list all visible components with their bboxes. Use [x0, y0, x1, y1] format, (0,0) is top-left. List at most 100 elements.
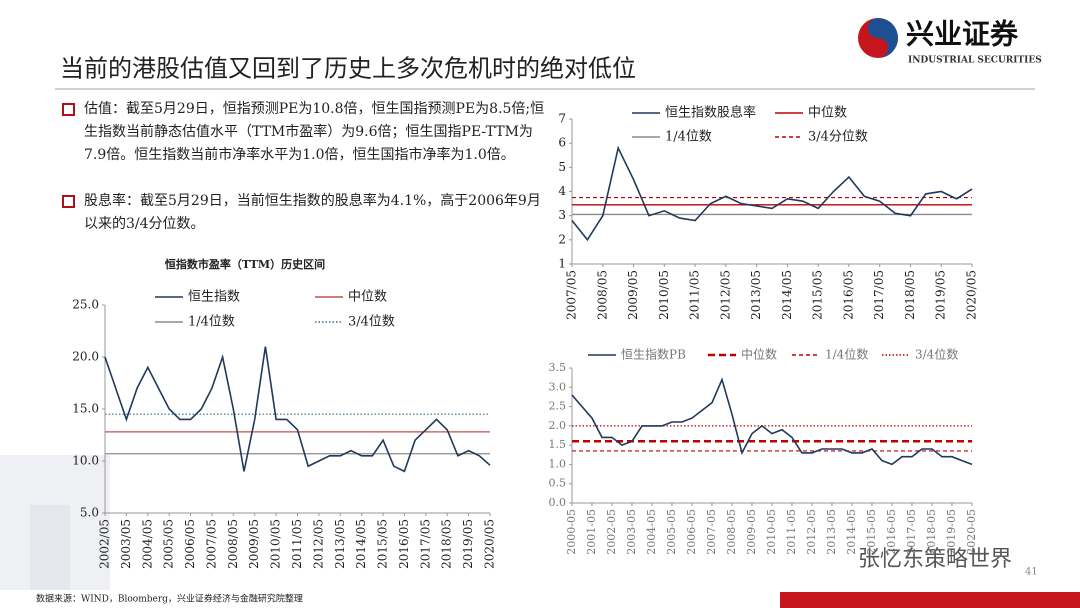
x-tick-label: 2009-05 [745, 509, 758, 555]
x-tick-label: 2001-05 [585, 509, 598, 555]
x-tick-label: 2004/05 [140, 519, 154, 569]
legend-label: 恒生指数 [188, 290, 240, 305]
y-tick-label: 2.0 [549, 419, 567, 432]
source-note: 数据来源：WIND，Bloomberg，兴业证券经济与金融研究院整理 [36, 593, 303, 605]
slide-title: 当前的港股估值又回到了历史上多次危机时的绝对低位 [60, 55, 636, 83]
x-tick-label: 2010/05 [657, 270, 671, 320]
y-tick-label: 2.5 [549, 400, 567, 413]
y-tick-label: 10.0 [72, 454, 99, 468]
y-tick-label: 1 [558, 257, 566, 271]
x-tick-label: 2012-05 [805, 509, 818, 555]
legend-label: 3/4分位数 [808, 130, 868, 145]
x-tick-label: 2014-05 [845, 509, 858, 555]
x-tick-label: 2015-05 [865, 509, 878, 555]
chart-title: 恒指数市盈率（TTM）历史区间 [165, 257, 325, 271]
x-tick-label: 2009/05 [247, 519, 261, 569]
x-tick-label: 2011/05 [688, 270, 702, 320]
logo-mark [868, 18, 898, 58]
y-tick-label: 0.5 [549, 477, 567, 490]
x-tick-label: 2020/05 [965, 270, 979, 320]
x-tick-label: 2012/05 [718, 270, 732, 320]
y-tick-label: 25.0 [72, 298, 99, 312]
x-tick-label: 2017/05 [418, 519, 432, 569]
x-tick-label: 2016/05 [397, 519, 411, 569]
x-tick-label: 2007/05 [204, 519, 218, 569]
logo-name: 兴业证券 [906, 18, 1019, 51]
watermark: 张忆东策略世界 [858, 547, 1012, 572]
series-line [571, 377, 973, 466]
page-number: 41 [1025, 567, 1038, 578]
y-tick-label: 3 [558, 208, 566, 222]
x-tick-label: 2018/05 [903, 270, 917, 320]
y-tick-label: 6 [558, 136, 566, 150]
legend-label: 1/4位数 [665, 130, 712, 145]
x-tick-label: 2017/05 [872, 270, 886, 320]
x-tick-label: 2020-05 [965, 509, 978, 555]
y-tick-label: 5.0 [80, 506, 99, 520]
x-tick-label: 2020/05 [483, 519, 497, 569]
y-tick-label: 0.0 [549, 496, 567, 509]
legend-label: 1/4位数 [188, 315, 235, 330]
logo-english: INDUSTRIAL SECURITIES [908, 56, 1042, 66]
x-tick-label: 2010-05 [765, 509, 778, 555]
legend-label: 3/4位数 [915, 347, 958, 362]
bullet: 股息率：截至5月29日，当前恒生指数的股息率为4.1%，高于2006年9月以来的… [62, 190, 554, 236]
y-tick-label: 3.5 [549, 361, 567, 374]
x-tick-label: 2017-05 [905, 509, 918, 555]
series-line [104, 346, 491, 473]
x-tick-label: 2002-05 [605, 509, 618, 555]
x-tick-label: 2006/05 [183, 519, 197, 569]
legend-label: 中位数 [741, 347, 777, 362]
x-tick-label: 2016-05 [885, 509, 898, 555]
x-tick-label: 2015/05 [811, 270, 825, 320]
x-tick-label: 2003-05 [625, 509, 638, 555]
y-tick-label: 1.0 [549, 457, 567, 470]
x-tick-label: 2008/05 [595, 270, 609, 320]
y-tick-label: 1.5 [549, 438, 567, 451]
x-tick-label: 2007/05 [565, 270, 579, 320]
bullet: 估值：截至5月29日，恒指预测PE为10.8倍，恒生国指预测PE为8.5倍;恒生… [62, 98, 554, 167]
y-tick-label: 20.0 [72, 350, 99, 364]
legend-label: 1/4位数 [825, 347, 868, 362]
series-line [571, 145, 973, 242]
y-tick-label: 3.0 [549, 380, 567, 393]
x-tick-label: 2018-05 [925, 509, 938, 555]
x-tick-label: 2008-05 [725, 509, 738, 555]
x-tick-label: 2011/05 [290, 519, 304, 569]
legend-label: 中位数 [808, 106, 847, 121]
y-tick-label: 4 [558, 184, 566, 198]
y-tick-label: 7 [558, 112, 566, 126]
legend-label: 中位数 [348, 290, 387, 305]
x-tick-label: 2019-05 [945, 509, 958, 555]
x-tick-label: 2014/05 [780, 270, 794, 320]
x-tick-label: 2007-05 [705, 509, 718, 555]
x-tick-label: 2004-05 [645, 509, 658, 555]
x-tick-label: 2016/05 [841, 270, 855, 320]
x-tick-label: 2009/05 [626, 270, 640, 320]
x-tick-label: 2019/05 [934, 270, 948, 320]
x-tick-label: 2015/05 [376, 519, 390, 569]
y-tick-label: 2 [558, 232, 566, 246]
legend-label: 恒生指数股息率 [665, 105, 756, 121]
x-tick-label: 2006-05 [685, 509, 698, 555]
x-tick-label: 2002/05 [98, 519, 112, 569]
x-tick-label: 2018/05 [440, 519, 454, 569]
footer-bar [780, 592, 1080, 608]
legend-label: 恒生指数PB [621, 347, 686, 362]
x-tick-label: 2019/05 [461, 519, 475, 569]
y-tick-label: 5 [558, 160, 566, 174]
x-tick-label: 2013/05 [749, 270, 763, 320]
footer [0, 590, 780, 608]
x-tick-label: 2013/05 [333, 519, 347, 569]
x-tick-label: 2003/05 [119, 519, 133, 569]
x-tick-label: 2005/05 [162, 519, 176, 569]
y-tick-label: 15.0 [72, 402, 99, 416]
x-tick-label: 2011-05 [785, 509, 798, 555]
x-tick-label: 2014/05 [354, 519, 368, 569]
skyline [30, 505, 70, 590]
x-tick-label: 2008/05 [226, 519, 240, 569]
x-tick-label: 2005-05 [665, 509, 678, 555]
x-tick-label: 2013-05 [825, 509, 838, 555]
x-tick-label: 2012/05 [311, 519, 325, 569]
